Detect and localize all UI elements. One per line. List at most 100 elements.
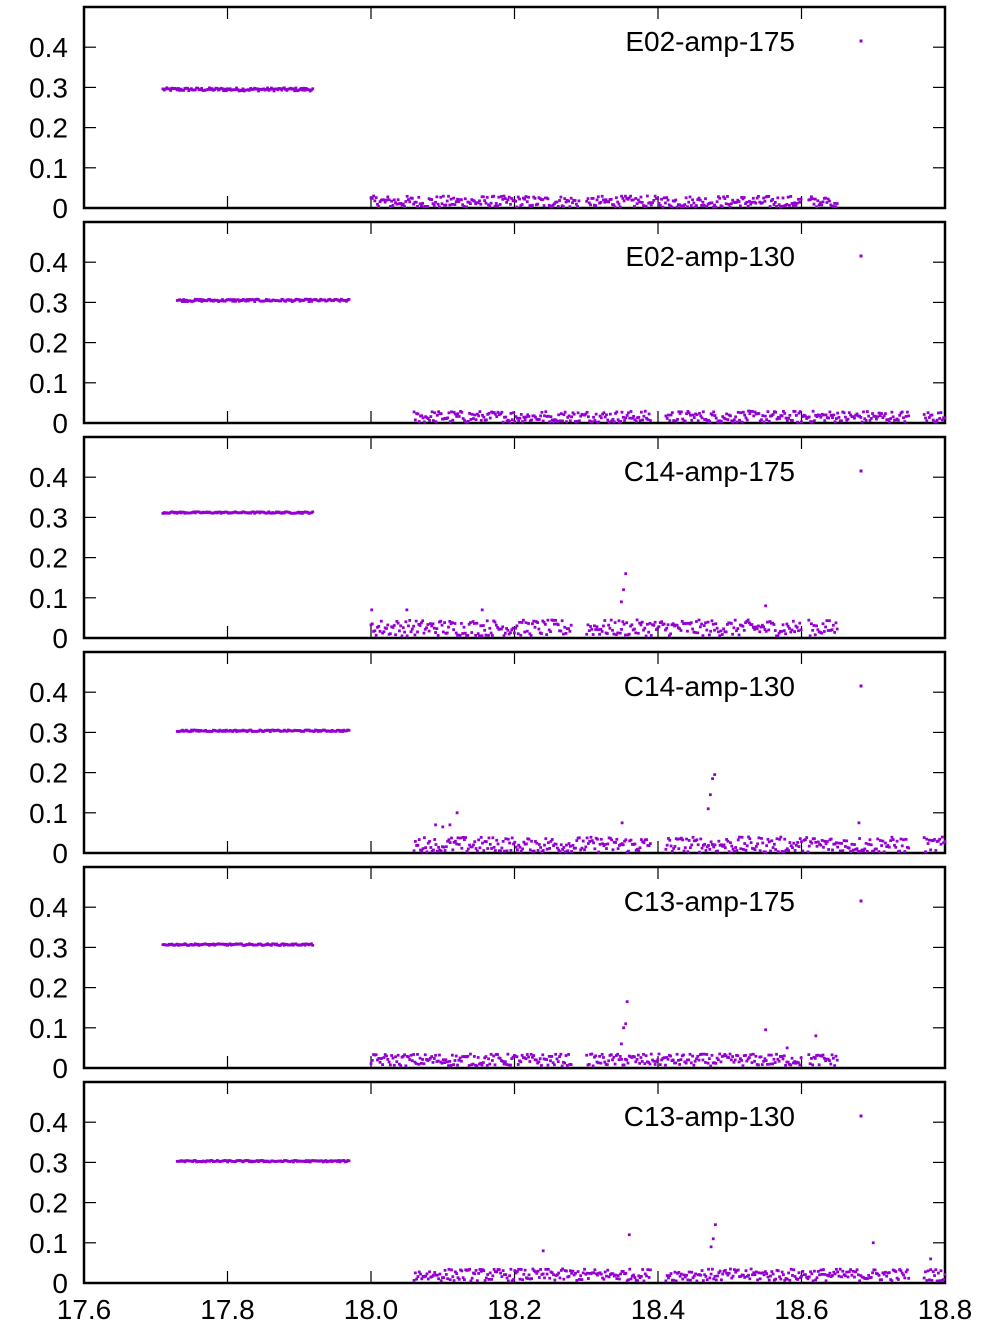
data-point bbox=[478, 199, 481, 203]
data-point bbox=[504, 415, 508, 419]
data-point bbox=[546, 618, 550, 622]
data-point bbox=[447, 194, 450, 198]
data-point bbox=[676, 837, 679, 841]
data-point bbox=[777, 1059, 781, 1063]
data-point bbox=[924, 850, 927, 854]
data-point bbox=[713, 203, 716, 207]
data-point bbox=[556, 1273, 559, 1277]
data-point bbox=[824, 625, 828, 629]
data-point bbox=[257, 89, 260, 93]
data-point bbox=[615, 1277, 619, 1280]
data-point bbox=[593, 1268, 597, 1272]
data-point bbox=[639, 1056, 643, 1059]
data-point bbox=[757, 194, 760, 198]
data-point bbox=[845, 839, 849, 843]
data-point bbox=[608, 836, 612, 840]
data-point bbox=[468, 412, 471, 415]
data-point bbox=[585, 1053, 589, 1057]
data-point bbox=[771, 1272, 775, 1276]
data-point bbox=[574, 202, 578, 206]
data-point bbox=[599, 200, 603, 204]
data-point bbox=[208, 86, 211, 90]
data-point bbox=[761, 841, 765, 845]
data-point bbox=[481, 841, 484, 845]
data-point bbox=[788, 627, 791, 630]
data-point bbox=[521, 420, 524, 424]
data-point bbox=[557, 1271, 561, 1275]
data-point bbox=[210, 87, 214, 90]
data-point bbox=[439, 412, 443, 415]
data-point bbox=[844, 845, 847, 848]
data-point bbox=[692, 1063, 696, 1067]
data-point bbox=[464, 836, 468, 839]
data-point bbox=[799, 1056, 803, 1060]
data-point bbox=[383, 1053, 387, 1056]
data-point bbox=[674, 419, 678, 423]
data-point bbox=[846, 417, 850, 421]
data-point bbox=[695, 838, 699, 842]
data-point bbox=[666, 198, 670, 202]
data-point bbox=[639, 195, 643, 199]
data-point bbox=[281, 942, 285, 946]
data-point bbox=[374, 633, 378, 637]
data-point bbox=[653, 620, 657, 624]
data-point bbox=[431, 1061, 435, 1064]
data-point bbox=[730, 1276, 734, 1280]
data-point bbox=[546, 1267, 550, 1271]
data-point bbox=[396, 198, 400, 202]
data-point bbox=[562, 846, 566, 849]
data-point bbox=[453, 1059, 457, 1062]
data-point bbox=[821, 622, 825, 626]
data-point bbox=[696, 843, 700, 847]
data-point bbox=[683, 203, 687, 206]
data-point bbox=[496, 1053, 499, 1056]
data-point bbox=[289, 298, 293, 302]
data-point bbox=[808, 634, 812, 638]
data-point bbox=[886, 418, 890, 421]
data-point bbox=[751, 625, 755, 629]
data-point bbox=[617, 1058, 621, 1062]
data-point bbox=[753, 410, 757, 414]
data-point bbox=[457, 843, 461, 846]
data-point bbox=[392, 624, 396, 627]
data-point bbox=[684, 1061, 688, 1065]
data-point bbox=[575, 839, 579, 842]
data-point-peak bbox=[622, 588, 625, 592]
data-point bbox=[668, 1274, 672, 1278]
data-point bbox=[559, 1052, 563, 1056]
data-point bbox=[768, 205, 772, 208]
data-point bbox=[496, 626, 499, 629]
data-point bbox=[785, 622, 789, 626]
data-point bbox=[926, 1269, 930, 1273]
data-point bbox=[540, 632, 543, 635]
data-point bbox=[781, 196, 785, 200]
data-point bbox=[432, 848, 435, 852]
data-point bbox=[707, 1267, 710, 1271]
data-point bbox=[609, 1053, 613, 1057]
data-point bbox=[791, 619, 795, 623]
data-point bbox=[403, 205, 406, 208]
data-point bbox=[868, 419, 872, 422]
data-point bbox=[810, 841, 814, 845]
data-point bbox=[470, 845, 474, 849]
data-point bbox=[786, 195, 790, 199]
data-point bbox=[591, 1064, 595, 1068]
data-point bbox=[625, 1058, 629, 1062]
data-point bbox=[594, 204, 598, 208]
data-point bbox=[585, 410, 589, 414]
data-point bbox=[549, 1059, 552, 1063]
data-point bbox=[475, 412, 479, 416]
data-point bbox=[200, 300, 204, 303]
data-point bbox=[664, 628, 667, 632]
data-point bbox=[784, 1063, 787, 1067]
data-point bbox=[750, 200, 754, 204]
data-point bbox=[799, 628, 803, 632]
data-point bbox=[700, 1052, 704, 1056]
data-point bbox=[865, 410, 869, 413]
data-point bbox=[886, 844, 890, 847]
data-point bbox=[536, 202, 540, 206]
data-point bbox=[869, 1276, 873, 1279]
data-point bbox=[383, 200, 387, 204]
data-point bbox=[750, 623, 754, 626]
data-point bbox=[479, 1061, 483, 1065]
